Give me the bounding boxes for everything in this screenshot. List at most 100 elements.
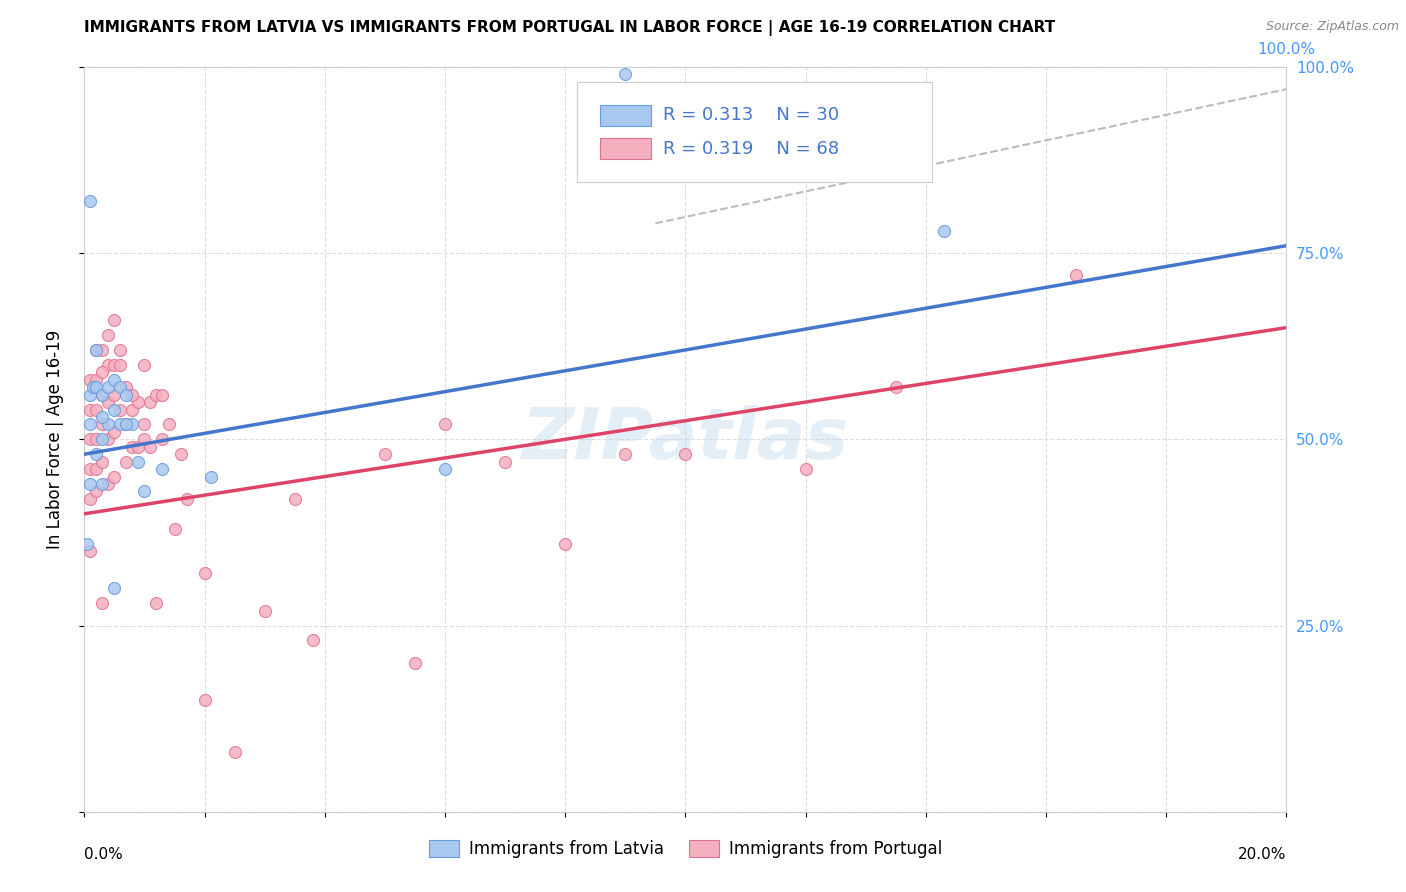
Point: [86, 402, 108, 417]
Point: [97, 477, 120, 491]
Point: [134, 417, 156, 432]
Point: [79, 373, 101, 387]
Point: [103, 373, 125, 387]
Point: [103, 582, 125, 596]
Point: [614, 67, 637, 81]
Point: [79, 491, 101, 506]
Point: [110, 402, 132, 417]
Point: [253, 604, 276, 618]
Point: [79, 402, 101, 417]
Point: [97, 358, 120, 372]
Point: [79, 417, 101, 432]
Point: [82, 380, 104, 394]
FancyBboxPatch shape: [600, 105, 651, 126]
Point: [301, 633, 323, 648]
Point: [91, 387, 114, 401]
Point: [91, 365, 114, 379]
Point: [115, 417, 138, 432]
Point: [103, 387, 125, 401]
Point: [284, 491, 307, 506]
Point: [79, 477, 101, 491]
Point: [97, 433, 120, 447]
FancyBboxPatch shape: [600, 138, 651, 160]
Text: 0.0%: 0.0%: [84, 847, 124, 863]
Point: [152, 462, 174, 476]
Point: [91, 387, 114, 401]
Point: [103, 469, 125, 483]
Point: [91, 477, 114, 491]
Point: [103, 358, 125, 372]
Point: [194, 566, 217, 581]
Point: [494, 455, 516, 469]
Point: [145, 387, 167, 401]
Point: [932, 224, 955, 238]
Point: [91, 596, 114, 610]
Point: [121, 440, 143, 454]
Point: [86, 447, 108, 461]
Point: [127, 440, 149, 454]
Point: [79, 462, 101, 476]
Text: IMMIGRANTS FROM LATVIA VS IMMIGRANTS FROM PORTUGAL IN LABOR FORCE | AGE 16-19 CO: IMMIGRANTS FROM LATVIA VS IMMIGRANTS FRO…: [84, 20, 1056, 36]
Point: [163, 522, 186, 536]
Point: [884, 380, 907, 394]
Point: [97, 380, 120, 394]
Point: [121, 417, 143, 432]
Point: [97, 417, 120, 432]
Point: [86, 380, 108, 394]
Text: R = 0.319    N = 68: R = 0.319 N = 68: [662, 140, 839, 158]
Point: [152, 433, 174, 447]
Legend: Immigrants from Latvia, Immigrants from Portugal: Immigrants from Latvia, Immigrants from …: [422, 833, 949, 864]
Point: [86, 373, 108, 387]
Point: [139, 395, 162, 409]
Point: [434, 462, 457, 476]
Point: [404, 656, 426, 670]
Point: [91, 417, 114, 432]
Point: [97, 328, 120, 343]
Point: [115, 387, 138, 401]
Point: [103, 313, 125, 327]
Point: [103, 425, 125, 439]
Text: Source: ZipAtlas.com: Source: ZipAtlas.com: [1265, 20, 1399, 33]
Point: [115, 380, 138, 394]
Point: [97, 395, 120, 409]
Point: [110, 343, 132, 357]
Point: [127, 455, 149, 469]
Point: [86, 462, 108, 476]
Point: [121, 402, 143, 417]
Y-axis label: In Labor Force | Age 16-19: In Labor Force | Age 16-19: [45, 330, 63, 549]
Point: [614, 447, 637, 461]
Point: [103, 402, 125, 417]
Text: 20.0%: 20.0%: [1239, 847, 1286, 863]
FancyBboxPatch shape: [578, 82, 932, 182]
Point: [86, 433, 108, 447]
Point: [152, 387, 174, 401]
Point: [194, 693, 217, 707]
Text: ZIPatlas: ZIPatlas: [522, 405, 849, 474]
Point: [134, 433, 156, 447]
Point: [374, 447, 396, 461]
Point: [91, 455, 114, 469]
Point: [176, 491, 198, 506]
Point: [115, 417, 138, 432]
Point: [91, 343, 114, 357]
Point: [86, 343, 108, 357]
Point: [224, 745, 246, 759]
Point: [121, 387, 143, 401]
Point: [91, 433, 114, 447]
Point: [675, 447, 697, 461]
Point: [86, 343, 108, 357]
Point: [110, 380, 132, 394]
Point: [79, 544, 101, 558]
Point: [134, 484, 156, 499]
Point: [145, 596, 167, 610]
Point: [79, 433, 101, 447]
Point: [127, 395, 149, 409]
Point: [86, 484, 108, 499]
Point: [79, 387, 101, 401]
Point: [169, 447, 191, 461]
Point: [157, 417, 180, 432]
Point: [139, 440, 162, 454]
Point: [91, 409, 114, 424]
Point: [115, 455, 138, 469]
Point: [554, 536, 576, 550]
